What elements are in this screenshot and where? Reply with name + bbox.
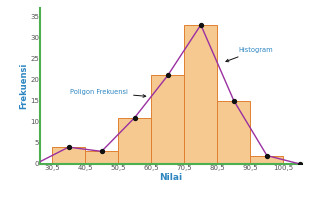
Point [198,23,203,26]
Bar [85,151,118,164]
Point [165,74,170,77]
Text: Poligon Frekuensi: Poligon Frekuensi [70,89,146,97]
Point [66,146,71,149]
Bar [250,156,284,164]
Point [231,99,236,102]
Point [132,116,137,119]
X-axis label: Nilai: Nilai [160,173,183,182]
Bar [217,101,250,164]
Point [298,162,303,166]
Bar [118,118,151,164]
Point [99,150,104,153]
Bar [151,75,184,164]
Bar [52,147,85,164]
Y-axis label: Frekuensi: Frekuensi [20,63,29,109]
Point [33,162,38,166]
Text: Histogram: Histogram [226,47,273,62]
Point [264,154,269,157]
Bar [184,25,217,164]
